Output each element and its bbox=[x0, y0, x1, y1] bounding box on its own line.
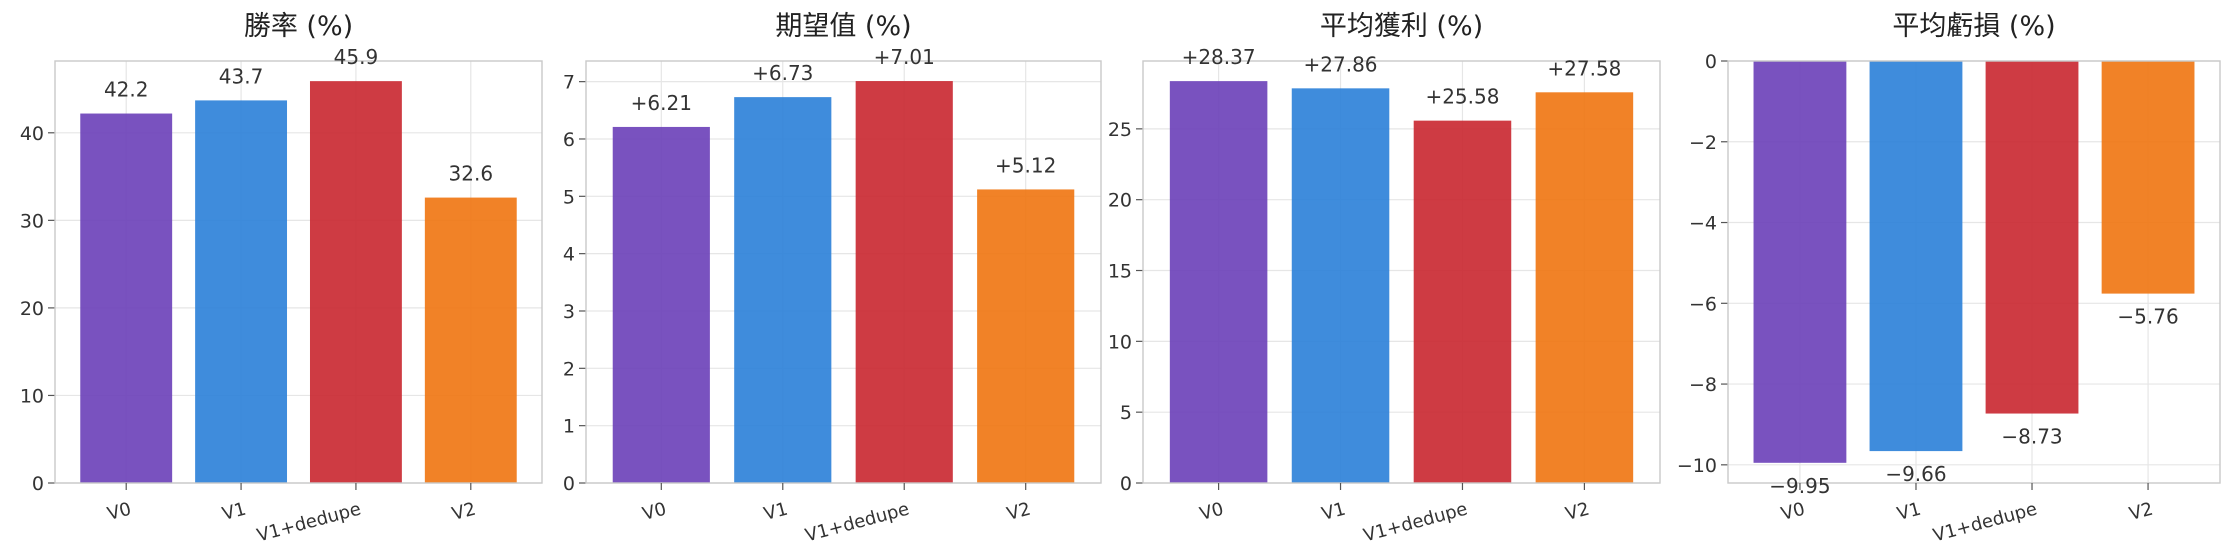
y-tick-label: 4 bbox=[563, 244, 575, 266]
y-tick-label: −6 bbox=[1689, 293, 1717, 315]
bar bbox=[1753, 61, 1847, 463]
y-tick-label: 10 bbox=[1108, 331, 1132, 353]
bar bbox=[855, 81, 953, 483]
x-tick-label: V1 bbox=[762, 499, 790, 525]
axes-frame bbox=[585, 60, 1102, 484]
x-tick-label: V1+dedupe bbox=[1361, 499, 1469, 547]
axes-frame bbox=[1142, 60, 1661, 484]
axes-frame bbox=[54, 60, 543, 484]
chart-panel-4: −10 −8 −6 −4 −2 0 V0 V1 V1+dedupe V2 −9.95 −9.66 −8.… bbox=[1677, 11, 2221, 547]
y-tick-label: 0 bbox=[32, 473, 44, 495]
y-tick-label: 5 bbox=[563, 186, 575, 208]
y-tick-label: 1 bbox=[563, 416, 575, 438]
x-tick-label: V1 bbox=[220, 499, 248, 525]
y-tick-label: 25 bbox=[1108, 119, 1132, 141]
data-label: −5.76 bbox=[2117, 305, 2178, 329]
bar bbox=[1413, 120, 1512, 484]
data-label: +5.12 bbox=[995, 153, 1056, 177]
y-tick-label: 7 bbox=[563, 72, 575, 94]
bar bbox=[977, 189, 1075, 483]
x-tick-label: V1 bbox=[1319, 499, 1347, 525]
y-tick-label: 2 bbox=[563, 358, 575, 380]
data-label: 45.9 bbox=[334, 45, 379, 69]
bar bbox=[1535, 92, 1634, 483]
x-tick-label: V0 bbox=[1198, 499, 1226, 525]
bar bbox=[195, 100, 288, 483]
y-tick-label: 0 bbox=[1705, 51, 1717, 73]
y-tick-label: 5 bbox=[1120, 402, 1132, 424]
chart-title: 平均獲利 (%) bbox=[1320, 11, 1483, 42]
bar bbox=[309, 81, 402, 483]
bar bbox=[1869, 61, 1963, 452]
x-tick-label: V0 bbox=[640, 499, 668, 525]
data-label: 32.6 bbox=[449, 162, 494, 186]
bar bbox=[734, 97, 832, 483]
data-label: +27.58 bbox=[1547, 56, 1621, 80]
bar bbox=[1985, 61, 2079, 414]
bar bbox=[2101, 61, 2195, 294]
y-tick-label: 15 bbox=[1108, 261, 1132, 283]
x-tick-label: V1+dedupe bbox=[1931, 499, 2039, 547]
data-label: +28.37 bbox=[1182, 45, 1256, 69]
y-tick-label: 40 bbox=[20, 123, 44, 145]
y-tick-label: 3 bbox=[563, 301, 575, 323]
data-label: −9.66 bbox=[1885, 462, 1946, 486]
x-tick-label: V2 bbox=[1563, 499, 1591, 525]
data-label: +25.58 bbox=[1425, 85, 1499, 109]
data-label: +7.01 bbox=[874, 45, 935, 69]
x-tick-label: V2 bbox=[1005, 499, 1033, 525]
chart-panel-2: 0 1 2 3 4 5 6 7 V0 V1 V1+dedupe V2 +6.21 +6.73 +7.01 +5… bbox=[563, 11, 1102, 547]
data-label: 42.2 bbox=[104, 78, 149, 102]
x-tick-label: V0 bbox=[105, 499, 133, 525]
chart-panel-3: 0 5 10 15 20 25 V0 V1 V1+dedupe V2 +28.37 +27.86 +25… bbox=[1108, 11, 1661, 547]
bar bbox=[1291, 88, 1390, 483]
y-tick-label: −4 bbox=[1689, 213, 1717, 235]
y-tick-label: −10 bbox=[1677, 455, 1717, 477]
chart-title: 期望值 (%) bbox=[775, 11, 911, 42]
y-tick-label: −8 bbox=[1689, 374, 1717, 396]
axes-frame bbox=[1727, 60, 2221, 484]
data-label: −8.73 bbox=[2001, 425, 2062, 449]
y-tick-label: 10 bbox=[20, 385, 44, 407]
bar bbox=[612, 126, 710, 483]
x-tick-label: V2 bbox=[450, 499, 478, 525]
x-tick-label: V2 bbox=[2127, 499, 2155, 525]
data-label: −9.95 bbox=[1769, 474, 1830, 498]
y-tick-label: 0 bbox=[563, 473, 575, 495]
x-tick-label: V1+dedupe bbox=[255, 499, 363, 547]
x-tick-label: V0 bbox=[1779, 499, 1807, 525]
bar bbox=[424, 197, 517, 483]
y-tick-label: 6 bbox=[563, 129, 575, 151]
x-tick-label: V1 bbox=[1895, 499, 1923, 525]
x-tick-label: V1+dedupe bbox=[803, 499, 911, 547]
chart-title: 勝率 (%) bbox=[244, 11, 353, 42]
y-tick-label: 30 bbox=[20, 210, 44, 232]
chart-panel-1: 0 10 20 30 40 V0 V1 V1+dedupe V2 42.2 43.7 45.9 32.6… bbox=[20, 11, 543, 547]
data-label: +27.86 bbox=[1304, 52, 1378, 76]
data-label: +6.73 bbox=[752, 61, 813, 85]
bar bbox=[80, 113, 173, 483]
y-tick-label: 0 bbox=[1120, 473, 1132, 495]
y-tick-label: 20 bbox=[1108, 190, 1132, 212]
bar bbox=[1169, 81, 1268, 483]
data-label: +6.21 bbox=[631, 91, 692, 115]
chart-title: 平均虧損 (%) bbox=[1892, 11, 2055, 42]
y-tick-label: −2 bbox=[1689, 132, 1717, 154]
y-tick-label: 20 bbox=[20, 298, 44, 320]
data-label: 43.7 bbox=[219, 64, 264, 88]
